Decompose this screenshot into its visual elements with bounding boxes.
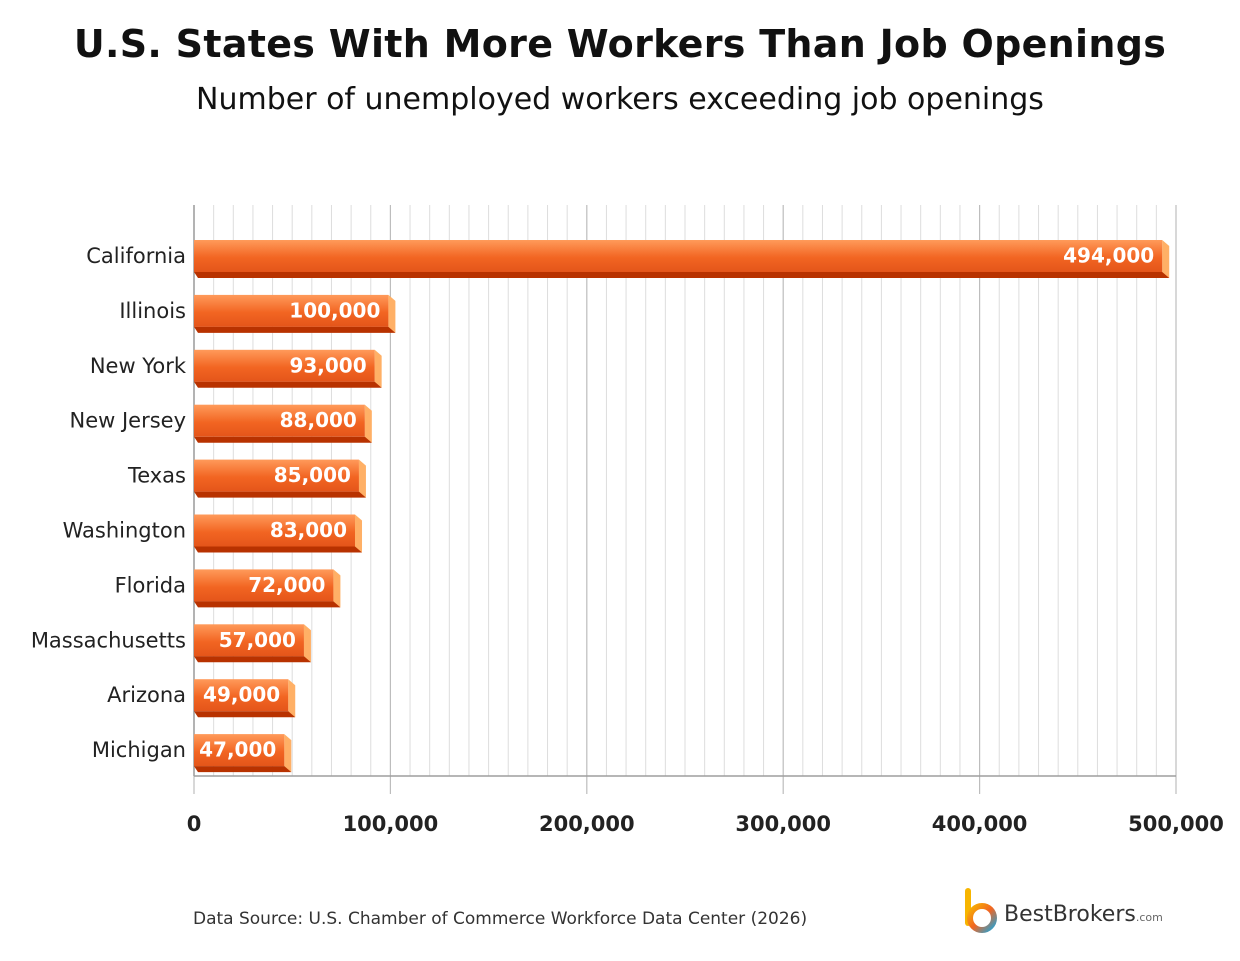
bar-bottom-edge — [194, 272, 1170, 278]
bar-end-cap — [374, 349, 382, 388]
bar-group: New York 93,000 — [90, 349, 382, 388]
category-label: Washington — [63, 519, 186, 543]
bar-end-cap — [364, 404, 372, 443]
category-label: Illinois — [119, 299, 186, 323]
value-label: 93,000 — [289, 353, 366, 377]
bar-bottom-edge — [194, 601, 341, 608]
value-label: 83,000 — [270, 518, 347, 542]
category-label: Texas — [127, 464, 186, 488]
bar-group: Texas 85,000 — [127, 459, 366, 498]
x-tick-label: 400,000 — [932, 812, 1028, 836]
data-source: Data Source: U.S. Chamber of Commerce Wo… — [193, 909, 808, 929]
x-tick-label: 500,000 — [1128, 812, 1224, 836]
value-label: 72,000 — [248, 573, 325, 597]
bar-group: Florida 72,000 — [115, 569, 341, 608]
x-tick-label: 0 — [187, 812, 202, 836]
brand-suffix: .com — [1135, 911, 1163, 924]
category-label: Massachusetts — [31, 628, 186, 652]
bar — [194, 514, 356, 547]
bar — [194, 569, 334, 602]
chart-title: U.S. States With More Workers Than Job O… — [73, 22, 1167, 66]
bar-group: New Jersey 88,000 — [69, 404, 372, 443]
bar-group: Arizona 49,000 — [107, 679, 296, 718]
bar-bottom-edge — [194, 436, 372, 443]
logo-icon — [965, 888, 997, 933]
bar-end-cap — [284, 734, 292, 773]
bar-end-cap — [303, 624, 311, 663]
value-label: 47,000 — [199, 738, 276, 762]
value-label: 494,000 — [1063, 244, 1154, 268]
bar-chart: 0 100,000 200,000 300,000 400,000 500,000 Cal… — [31, 205, 1224, 836]
x-tick-label: 100,000 — [343, 812, 439, 836]
bar — [194, 349, 375, 382]
bar — [194, 734, 285, 767]
category-label: Arizona — [107, 683, 186, 707]
bar — [194, 240, 1163, 272]
value-label: 85,000 — [274, 463, 351, 487]
bar-group: Massachusetts 57,000 — [31, 624, 311, 663]
category-label: New Jersey — [69, 409, 186, 433]
bar-group: Illinois 100,000 — [119, 294, 396, 333]
bar-bottom-edge — [194, 546, 363, 553]
brand-logo: BestBrokers.com — [962, 886, 1182, 938]
x-axis: 0 100,000 200,000 300,000 400,000 500,000 — [187, 205, 1224, 836]
bar — [194, 294, 389, 327]
value-label: 88,000 — [280, 408, 357, 432]
bar-end-cap — [355, 514, 363, 553]
bar-group: California 494,000 — [86, 240, 1170, 278]
bar — [194, 459, 359, 492]
bar-end-cap — [333, 569, 341, 608]
value-label: 57,000 — [219, 628, 296, 652]
bar — [194, 624, 304, 657]
value-label: 100,000 — [289, 298, 380, 322]
bar-group: Washington 83,000 — [63, 514, 363, 553]
chart-subtitle: Number of unemployed workers exceeding j… — [196, 82, 1044, 117]
bar-bottom-edge — [194, 326, 396, 333]
category-label: Florida — [115, 573, 186, 597]
bar — [194, 404, 365, 437]
value-label: 49,000 — [203, 683, 280, 707]
bar-end-cap — [288, 679, 296, 718]
x-tick-label: 300,000 — [735, 812, 831, 836]
bar-group: Michigan 47,000 — [92, 734, 292, 773]
grid-lines — [193, 205, 1177, 794]
bar — [194, 679, 289, 712]
bar-end-cap — [388, 294, 396, 333]
bar-bottom-edge — [194, 766, 292, 773]
category-label: New York — [90, 354, 187, 378]
bar-bottom-edge — [194, 711, 296, 718]
bar-bottom-edge — [194, 656, 311, 663]
bar-end-cap — [358, 459, 366, 498]
bar-bottom-edge — [194, 491, 366, 498]
bars: California 494,000 Illinois 100,000 New York… — [31, 240, 1170, 773]
bar-bottom-edge — [194, 381, 382, 388]
brand-name: BestBrokers — [1004, 902, 1136, 927]
category-label: California — [86, 244, 186, 268]
category-label: Michigan — [92, 738, 186, 762]
x-tick-label: 200,000 — [539, 812, 635, 836]
bar-end-cap — [1162, 240, 1170, 278]
